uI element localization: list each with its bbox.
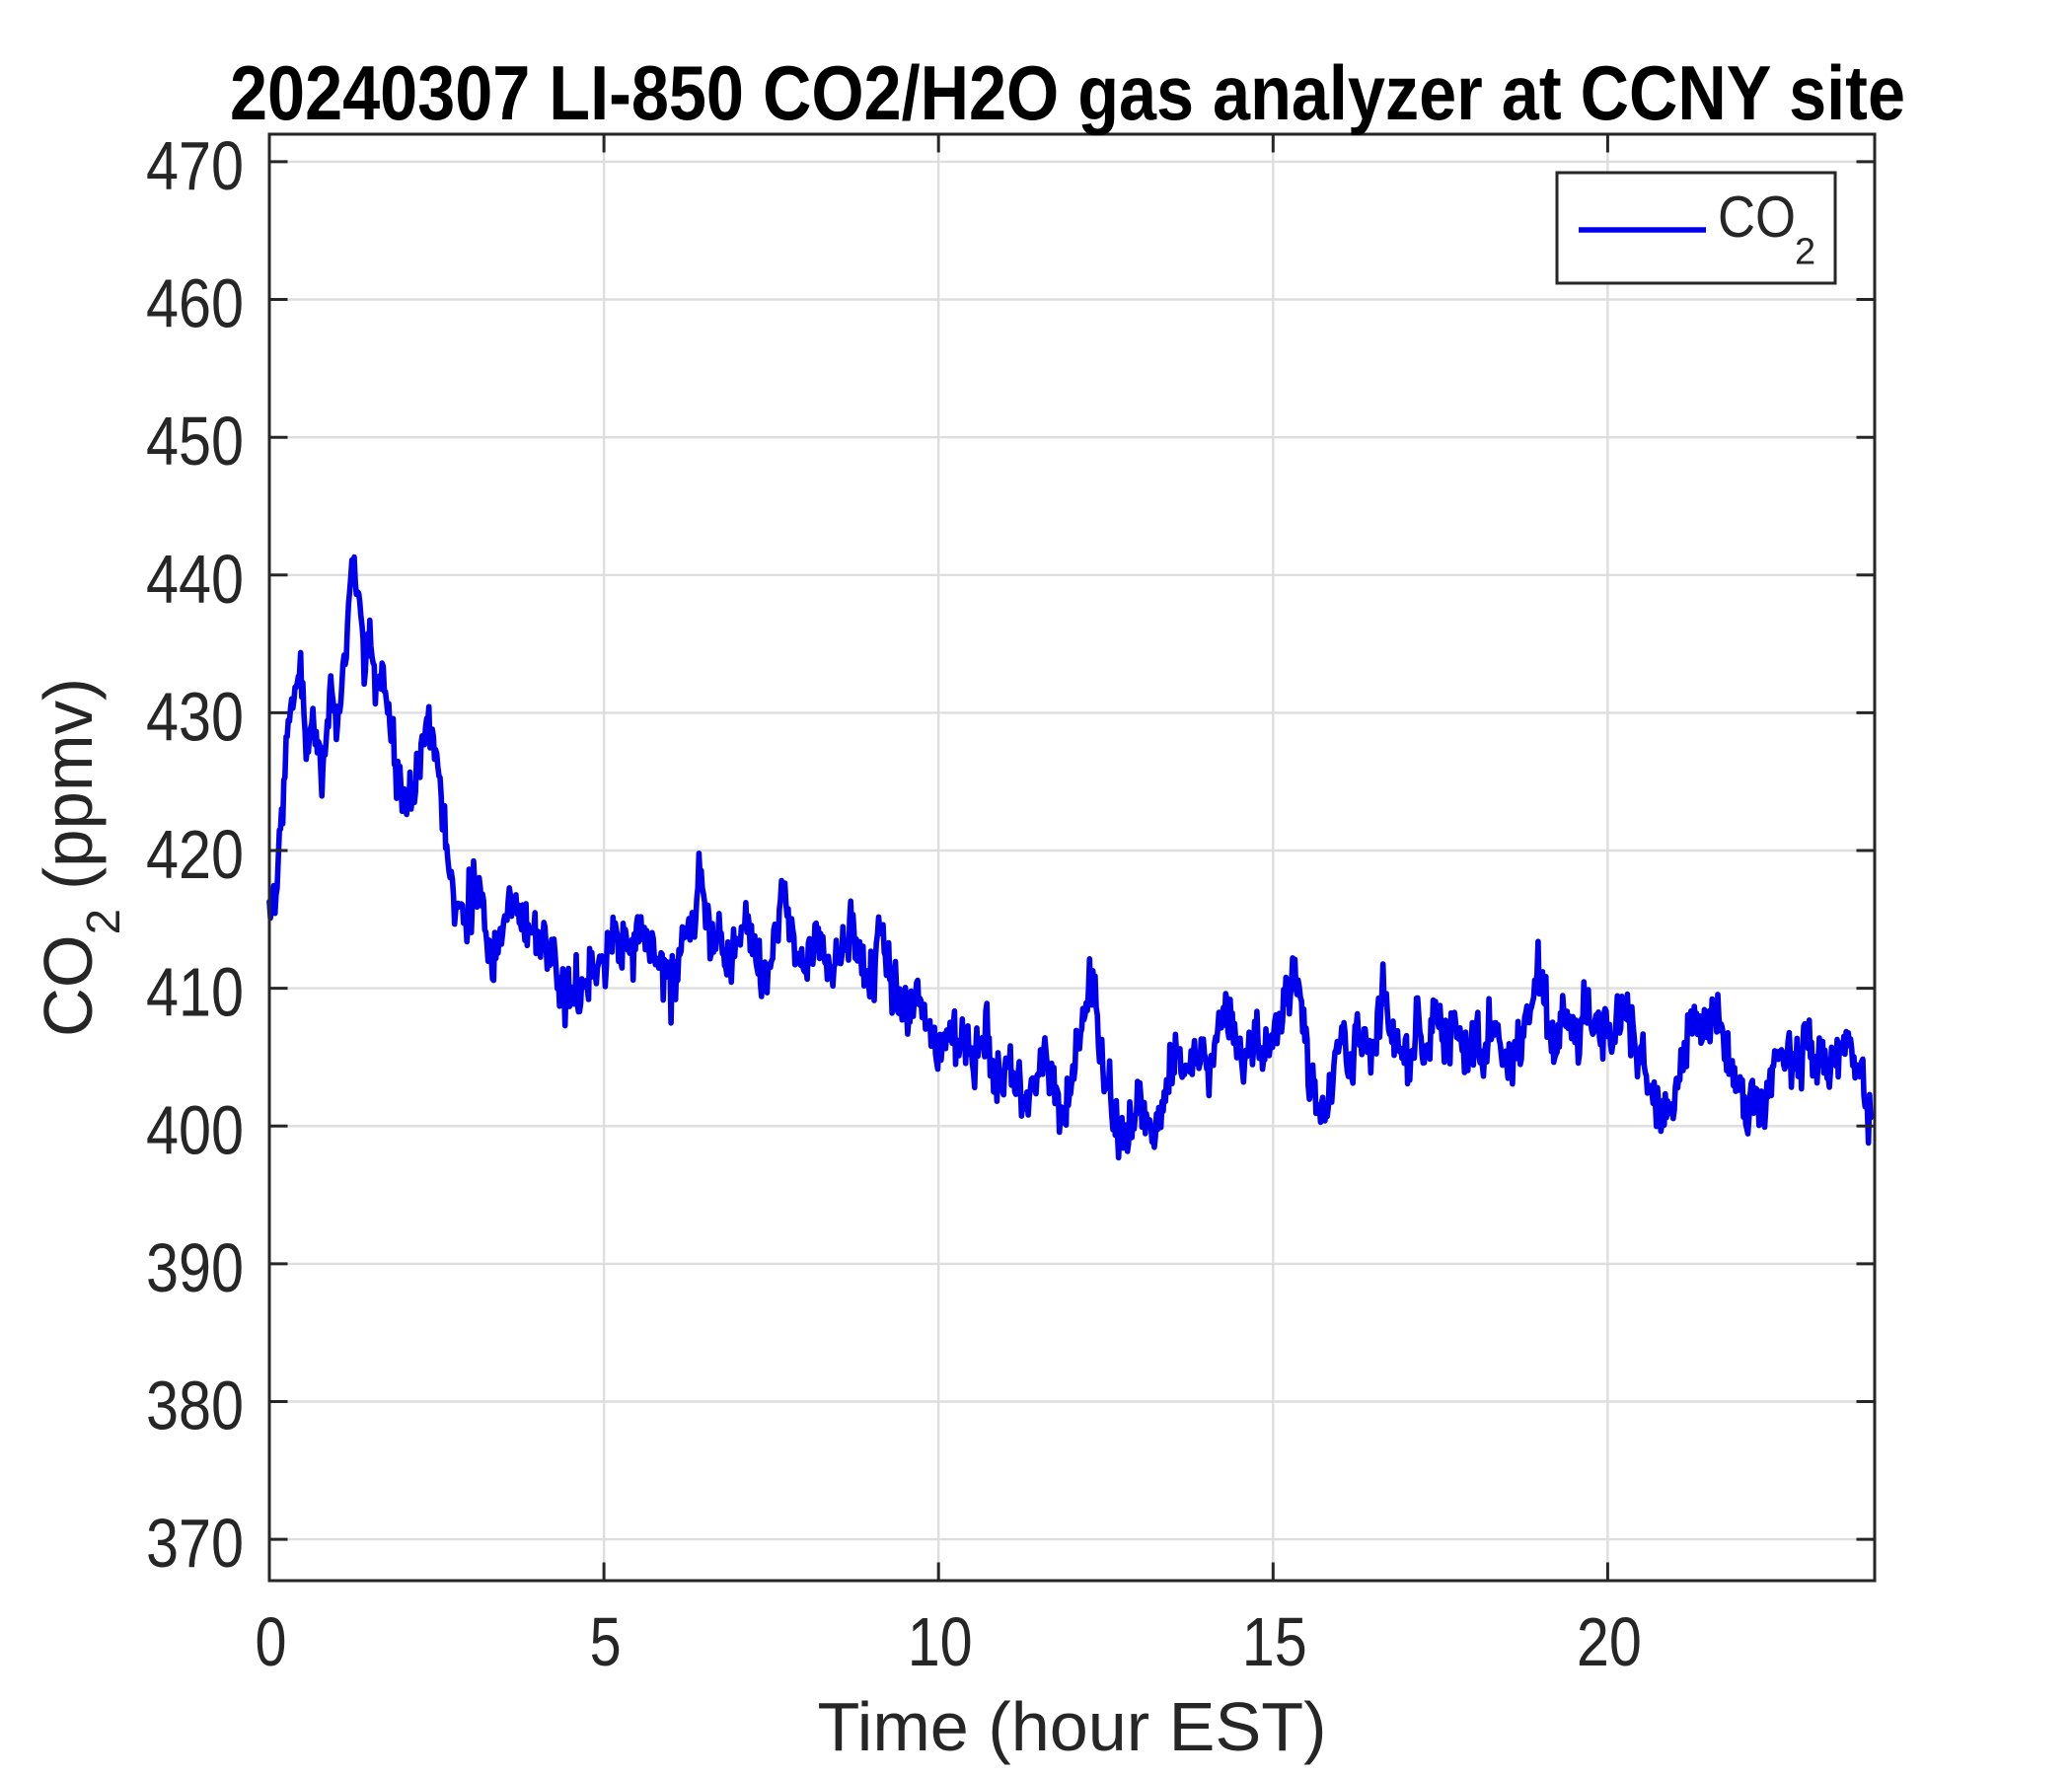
svg-text:0: 0 [256, 1603, 287, 1680]
svg-text:Time (hour EST): Time (hour EST) [818, 1688, 1327, 1765]
svg-text:440: 440 [146, 541, 244, 618]
svg-text:390: 390 [146, 1229, 244, 1306]
svg-text:380: 380 [146, 1368, 244, 1444]
svg-text:370: 370 [146, 1505, 244, 1582]
svg-text:470: 470 [146, 127, 244, 204]
svg-text:420: 420 [146, 816, 244, 893]
svg-text:460: 460 [146, 265, 244, 342]
svg-text:20: 20 [1577, 1603, 1642, 1680]
svg-text:2: 2 [1795, 232, 1815, 273]
svg-text:400: 400 [146, 1091, 244, 1168]
svg-text:450: 450 [146, 403, 244, 480]
svg-text:10: 10 [908, 1603, 973, 1680]
svg-text:15: 15 [1242, 1603, 1307, 1680]
svg-text:20240307 LI-850 CO2/H2O gas an: 20240307 LI-850 CO2/H2O gas analyzer at … [230, 49, 1905, 136]
svg-text:CO: CO [1718, 185, 1796, 250]
svg-text:430: 430 [146, 678, 244, 755]
svg-text:5: 5 [590, 1603, 622, 1680]
svg-text:410: 410 [146, 954, 244, 1031]
